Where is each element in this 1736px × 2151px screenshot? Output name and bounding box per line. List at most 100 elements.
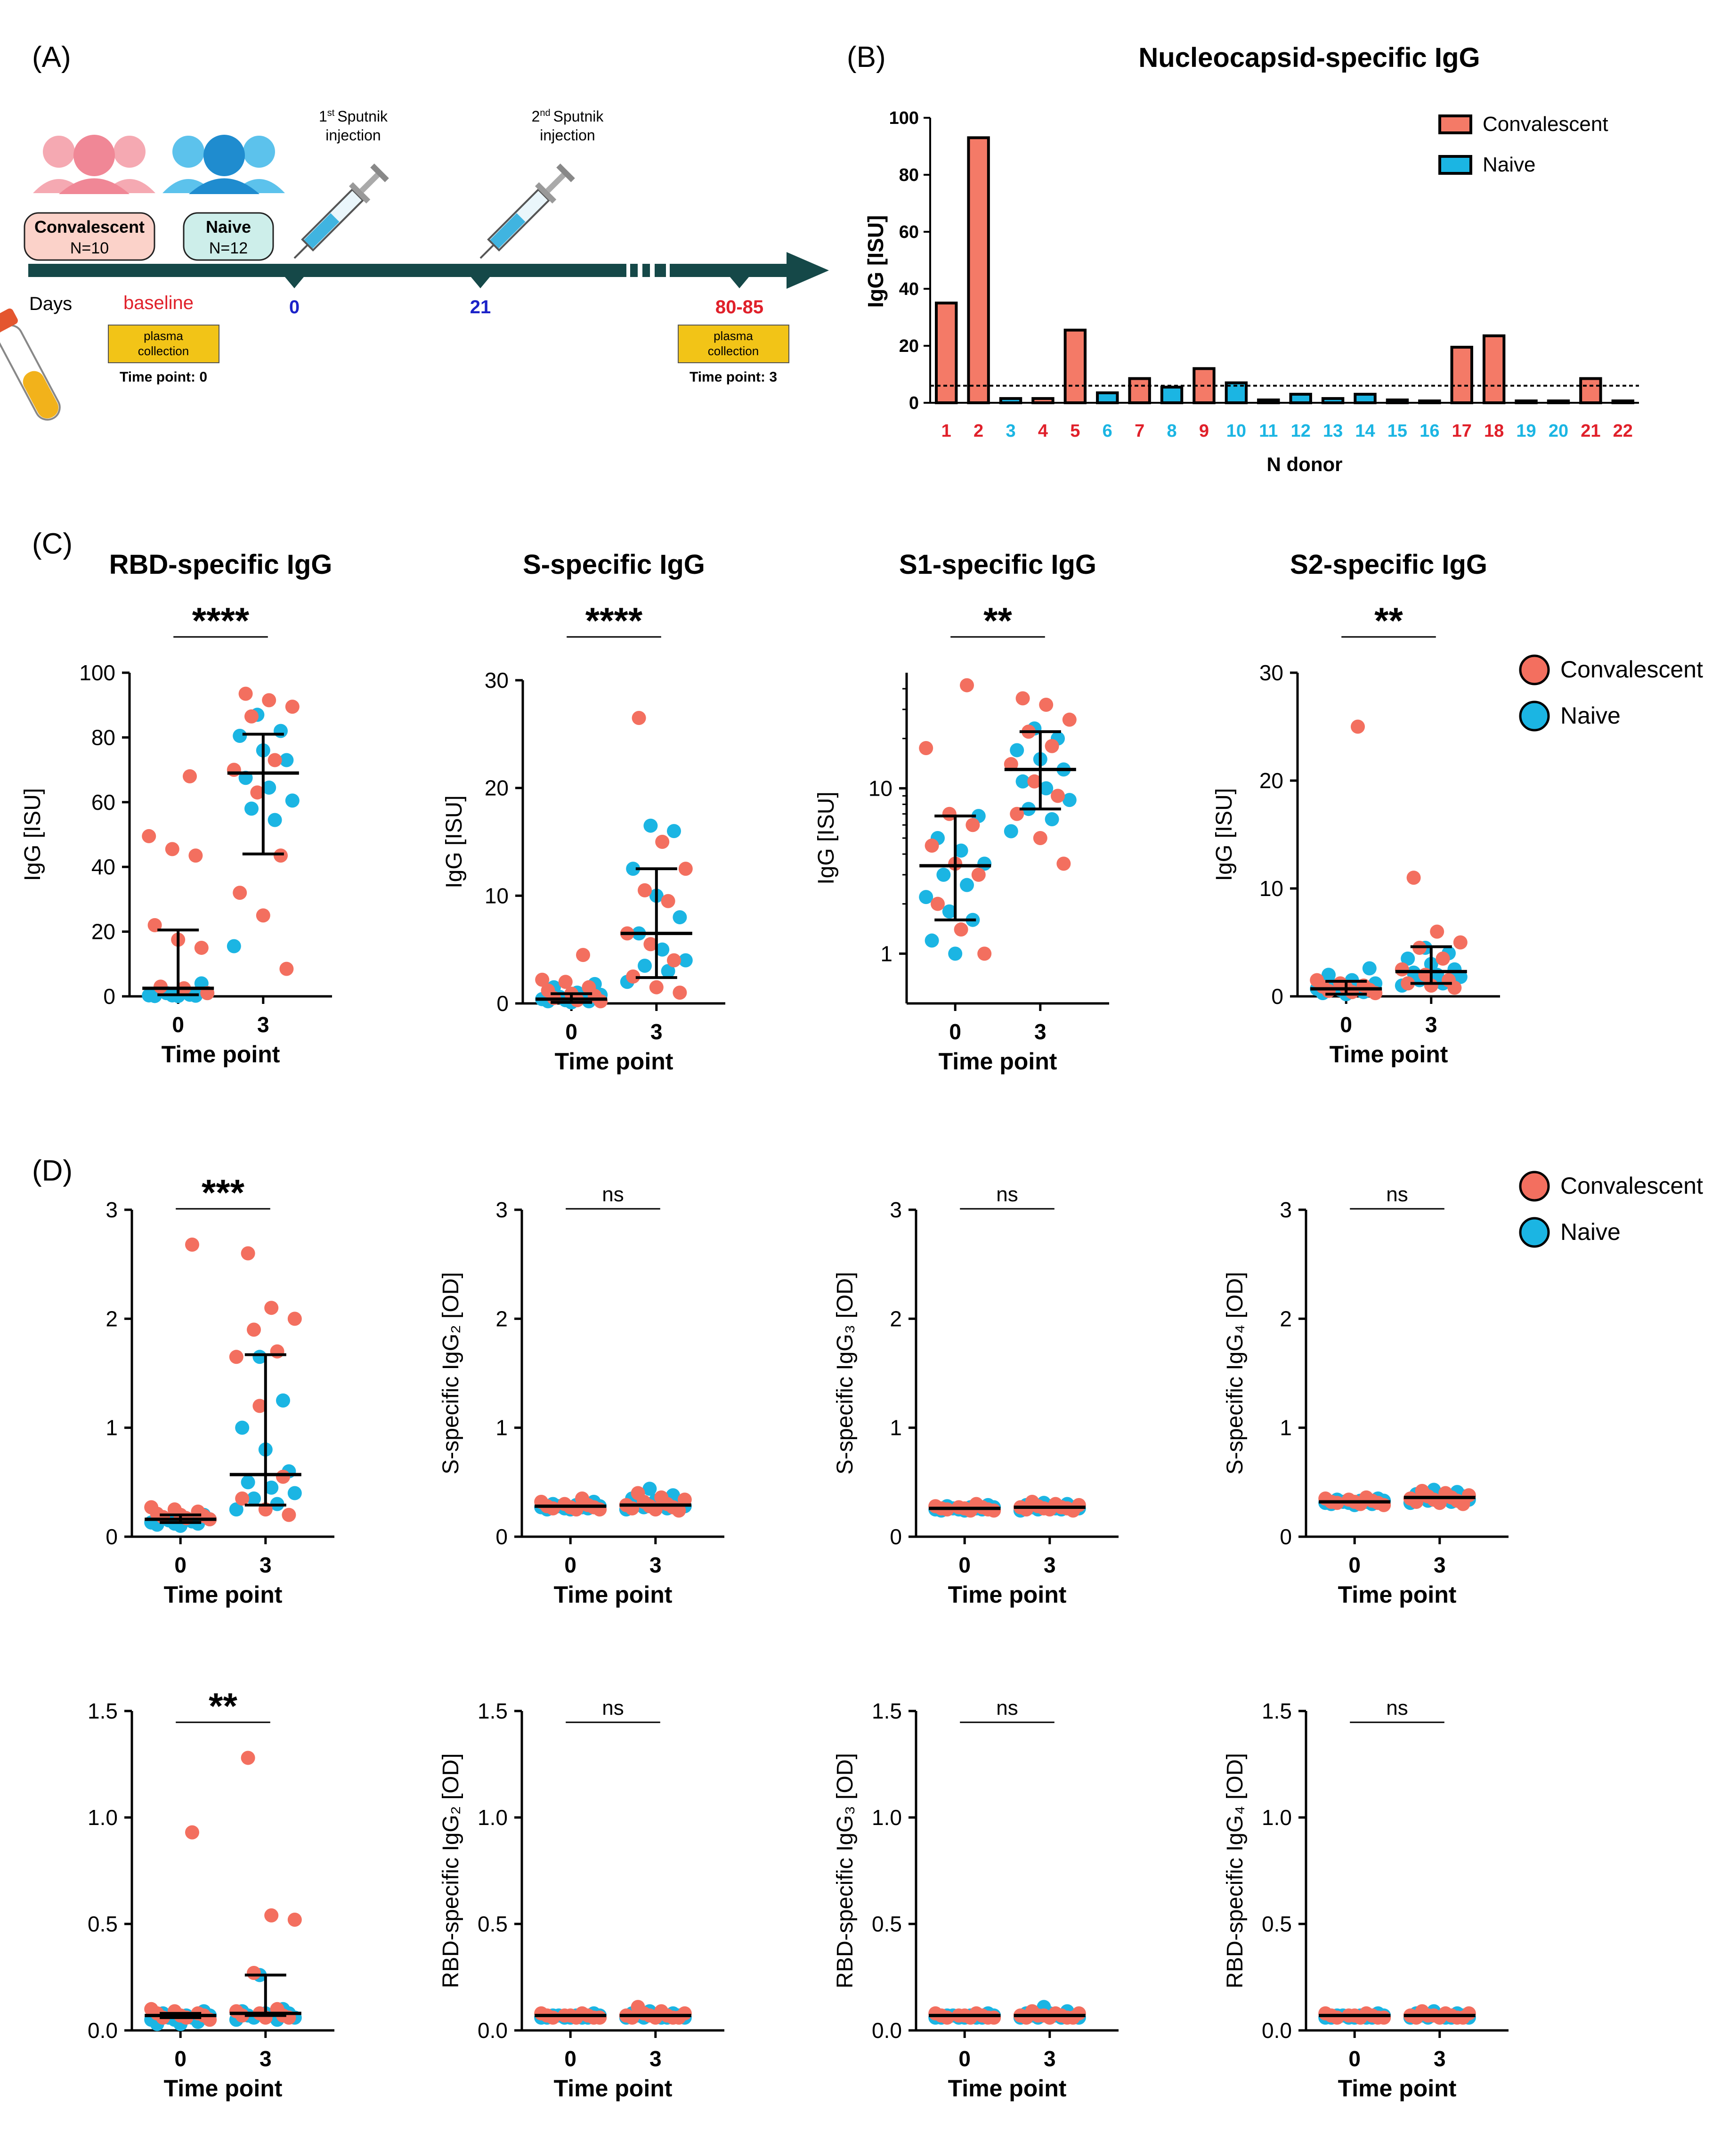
x-tick-label: 1 [941,421,951,441]
convalescent-point [1066,1503,1080,1518]
y-tick-label: 0 [1280,1524,1292,1549]
x-axis-label: Time point [1338,1581,1457,1608]
bar-donor-18 [1482,334,1506,405]
y-tick-label: 1 [890,1416,902,1440]
y-tick-label: 10 [1259,876,1283,901]
convalescent-point [188,848,203,863]
x-tick-label: 21 [1581,421,1600,441]
convalescent-point [165,842,179,856]
convalescent-point [1033,831,1047,845]
scatter-panel-1: RBD-specific IgG **** 0 20 40 60 80 100 0 3 Time p… [20,549,332,1067]
legend-marker-convalescent [1519,1171,1550,1202]
legend-label-naive: Naive [1483,153,1536,176]
y-tick-label: 1.0 [478,1805,508,1830]
x-tick-label: 0 [174,2046,187,2071]
convalescent-point [1351,719,1365,734]
convalescent-point [977,946,992,961]
naive-point [954,843,968,858]
y-axis-label: RBD-specific IgG₄ [OD] [1223,1753,1248,1988]
y-tick-label: 1 [495,1416,508,1440]
significance-label: *** [202,1172,245,1213]
injection-1-line1: Sputnik [337,108,388,125]
convalescent-point [546,1501,560,1515]
y-tick-label: 3 [890,1198,902,1222]
naive-point [638,958,652,973]
y-tick-label: 1.5 [478,1699,508,1723]
x-tick-label: 0 [1348,1553,1361,1577]
x-tick-label: 0 [564,2046,576,2071]
bar-donor-16 [1418,399,1441,404]
collection-1-line1: plasma [714,329,753,343]
x-tick-label: 3 [1044,2046,1056,2071]
convalescent-point [672,1503,686,1518]
convalescent-point [1395,962,1409,977]
naive-point [667,824,681,839]
y-tick-label: 100 [889,108,919,128]
bar-donor-6 [1096,391,1119,405]
convalescent-point [638,883,652,897]
convalescent-point [250,785,265,800]
bar-donor-20 [1547,399,1570,404]
x-tick-label: 16 [1420,421,1439,441]
convalescent-point [632,711,646,725]
naive-group-n: N=12 [209,239,248,257]
x-tick-label: 10 [1226,421,1246,441]
y-tick-label: 10 [485,883,509,908]
y-tick-label: 1.5 [1262,1699,1292,1723]
convalescent-point [593,994,608,1009]
convalescent-point [971,867,986,882]
s-subclass-panel-2: ns 0 1 2 3 0 3 Time point S-specific IgG₂ [OD] [438,1183,724,1608]
naive-group-name: Naive [206,217,251,236]
panel-b-nucleocapsid-bar-chart: (B) Nucleocapsid-specific IgG 0 20 40 60 80 100… [847,41,1639,475]
y-tick-label: 3 [495,1198,508,1222]
x-tick-label: 22 [1613,421,1633,441]
convalescent-point [1019,1502,1034,1517]
convalescent-point [233,886,247,900]
baseline-label: baseline [123,293,194,313]
convalescent-point [1430,924,1444,939]
x-tick-label: 18 [1484,421,1504,441]
x-tick-label: 3 [260,1553,272,1577]
x-tick-label: 3 [1034,1019,1046,1044]
y-tick-label: 0 [890,1524,902,1549]
convalescent-point [625,2010,640,2025]
rbd-subclass-panel-2: ns 0.0 0.5 1.0 1.5 0 3 Time point RBD-specific I… [438,1696,724,2102]
convalescent-point [655,835,670,849]
convalescent-point [678,862,693,876]
x-axis-label: Time point [1330,1041,1448,1067]
y-tick-label: 20 [485,776,509,800]
convalescent-point [643,937,658,952]
naive-point [673,910,687,925]
y-tick-label: 100 [79,660,115,685]
injection-2-number: 2 [532,108,540,125]
convalescent-point [677,1492,692,1507]
y-axis-label: IgG [ISU] [442,795,467,888]
y-tick-label: 80 [899,165,919,185]
y-tick-label: 2 [105,1306,118,1331]
y-tick-label: 2 [495,1306,508,1331]
convalescent-point [279,961,294,976]
convalescent-point [649,980,664,994]
y-tick-label: 1.0 [872,1805,902,1830]
convalescent-point [963,1503,978,1518]
significance-label: **** [585,600,643,641]
x-axis-label: Time point [948,2075,1067,2102]
naive-people-icon [162,135,285,194]
convalescent-point [1377,2010,1391,2025]
convalescent-point [535,972,550,987]
injection-2-line1: Sputnik [553,108,604,125]
convalescent-point [287,1312,302,1326]
y-tick-label: 0 [909,393,919,413]
bar-donor-17 [1450,346,1473,405]
y-axis-label: S-specific IgG₂ [OD] [438,1272,463,1474]
significance-label: ns [1386,1696,1408,1719]
convalescent-point [592,1502,607,1517]
convalescent-point [1432,1496,1447,1510]
bar-donor-4 [1031,397,1055,404]
convalescent-point [247,1965,261,1980]
naive-point [227,939,241,953]
convalescent-point [264,1301,279,1315]
chart-title: S-specific IgG [523,549,705,580]
convalescent-point [1062,712,1077,727]
